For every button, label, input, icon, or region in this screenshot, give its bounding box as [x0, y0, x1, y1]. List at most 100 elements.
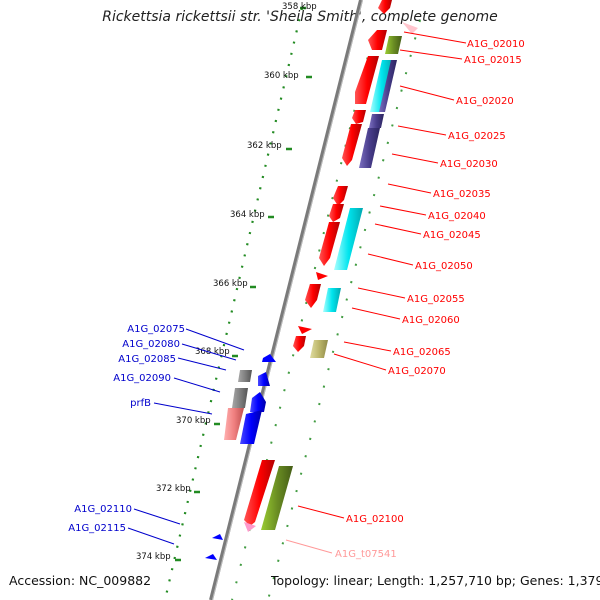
- gene-feature-a1g-02075[interactable]: [262, 354, 276, 362]
- label-a1g-02050[interactable]: A1G_02050: [415, 261, 473, 272]
- genome-backbone: [209, 0, 363, 600]
- cds-feature-a1g-02100[interactable]: [244, 460, 275, 526]
- label-a1g-02070[interactable]: A1G_02070: [388, 366, 446, 377]
- label-prfb[interactable]: prfB: [130, 398, 151, 409]
- label-a1g-02025[interactable]: A1G_02025: [448, 131, 506, 142]
- track-dotted-line-left: [231, 39, 373, 600]
- leader-a1g-02060: [351, 307, 401, 320]
- leader-a1g-02100: [297, 505, 345, 519]
- leader-a1g-02065: [343, 341, 392, 352]
- scale-dotted-line: [163, 7, 304, 600]
- olive-feature-a1g-02070: [310, 340, 328, 358]
- label-a1g-02065[interactable]: A1G_02065: [393, 347, 451, 358]
- cds-feature-a1g-02030[interactable]: [342, 124, 362, 166]
- green-feature-a1g-02100: [261, 466, 293, 530]
- leader-a1g-02110: [133, 508, 181, 525]
- map-title: Rickettsia rickettsii str. 'Sheila Smith…: [102, 9, 498, 25]
- leader-a1g-02015: [399, 49, 463, 60]
- leader-a1g-02080: [181, 343, 237, 361]
- cds-feature-a1g-02035[interactable]: [333, 186, 348, 206]
- cyan-feature-a1g-02020: [370, 60, 393, 112]
- leader-a1g-02075: [185, 328, 245, 351]
- label-a1g-02090[interactable]: A1G_02090: [113, 373, 171, 384]
- gene-feature-a1g-02085-blue[interactable]: [258, 372, 270, 386]
- label-a1g-02035[interactable]: A1G_02035: [433, 189, 491, 200]
- label-a1g-02020[interactable]: A1G_02020: [456, 96, 514, 107]
- gene-feature-a1g-02090-blue[interactable]: [250, 392, 266, 412]
- leader-a1g-02025: [397, 125, 447, 136]
- leader-a1g-02070: [333, 353, 387, 371]
- forward-strand-features: [244, 0, 418, 532]
- cds-feature-a1g-02045[interactable]: [319, 222, 340, 266]
- label-a1g-02110[interactable]: A1G_02110: [74, 504, 132, 515]
- indigo-feature-a1g-02025: [369, 114, 384, 128]
- leader-a1g-02030: [391, 153, 439, 164]
- right-label-leaders: [297, 31, 467, 519]
- cds-feature-a1g-02055[interactable]: [305, 284, 321, 308]
- indigo-feature-a1g-02030: [359, 128, 380, 168]
- leader-a1g-02090: [173, 377, 221, 393]
- leader-a1g-02115: [127, 527, 175, 545]
- reverse-strand-features: [205, 354, 276, 560]
- cds-feature-a1g-02025[interactable]: [352, 110, 366, 124]
- indigo-feature-a1g-02020: [379, 60, 397, 112]
- label-a1g-02080[interactable]: A1G_02080: [122, 339, 180, 350]
- cds-marker-a1g-02065[interactable]: [298, 326, 312, 334]
- accession-text: Accession: NC_009882: [9, 573, 152, 588]
- leader-a1g-02035: [387, 183, 432, 194]
- topology-summary: Topology: linear; Length: 1,257,710 bp; …: [271, 573, 600, 588]
- trna-feature-a1g-t07541[interactable]: [244, 522, 256, 532]
- scale-label-360: 360 kbp: [264, 71, 299, 81]
- label-a1g-02010[interactable]: A1G_02010: [467, 39, 525, 50]
- gene-feature-a1g-02110[interactable]: [212, 534, 223, 540]
- cds-feature-a1g-02010[interactable]: [368, 30, 387, 50]
- label-a1g-02040[interactable]: A1G_02040: [428, 211, 486, 222]
- pink-marker-top: [402, 22, 418, 34]
- cyan-feature-a1g-02050: [334, 208, 363, 270]
- leader-a1g-02085: [177, 357, 227, 371]
- leader-a1g-02040: [379, 205, 427, 216]
- leader-a1g-t07541: [285, 539, 333, 554]
- track-dotted-line-right: [267, 19, 421, 600]
- scale-label-374: 374 kbp: [136, 552, 171, 562]
- left-label-leaders: [127, 328, 245, 545]
- gene-feature-a1g-02115[interactable]: [205, 554, 217, 560]
- label-a1g-02030[interactable]: A1G_02030: [440, 159, 498, 170]
- pink-feature-prfb: [224, 408, 244, 440]
- label-a1g-t07541[interactable]: A1G_t07541: [335, 549, 397, 560]
- cds-feature-a1g-02005[interactable]: [378, 0, 392, 14]
- scale-label-372: 372 kbp: [156, 484, 191, 494]
- label-a1g-02085[interactable]: A1G_02085: [118, 354, 176, 365]
- green-feature-a1g-02010: [385, 36, 402, 54]
- cds-feature-a1g-02015[interactable]: [355, 56, 379, 104]
- grey-feature-a1g-02090: [232, 388, 248, 408]
- leader-a1g-02055: [357, 287, 406, 299]
- label-a1g-02100[interactable]: A1G_02100: [346, 514, 404, 525]
- scale-label-368: 368 kbp: [195, 347, 230, 357]
- label-a1g-02055[interactable]: A1G_02055: [407, 294, 465, 305]
- scale-label-358: 358 kbp: [282, 2, 317, 12]
- label-a1g-02045[interactable]: A1G_02045: [423, 230, 481, 241]
- label-a1g-02060[interactable]: A1G_02060: [402, 315, 460, 326]
- cds-feature-a1g-02040[interactable]: [329, 204, 344, 222]
- label-a1g-02075[interactable]: A1G_02075: [127, 324, 185, 335]
- gene-feature-prfb[interactable]: [240, 410, 262, 444]
- grey-feature-a1g-02085: [238, 370, 252, 382]
- cds-marker-a1g-02055[interactable]: [316, 272, 328, 280]
- leader-a1g-02010: [403, 31, 467, 44]
- scale-ticks: [175, 6, 312, 562]
- leader-a1g-02020: [399, 85, 455, 101]
- leader-prfb: [153, 402, 213, 415]
- leader-a1g-02050: [367, 253, 414, 266]
- label-a1g-02115[interactable]: A1G_02115: [68, 523, 126, 534]
- genome-backbone-highlight: [212, 0, 363, 600]
- cyan-feature-a1g-02060: [323, 288, 341, 312]
- scale-label-362: 362 kbp: [247, 141, 282, 151]
- scale-label-370: 370 kbp: [176, 416, 211, 426]
- scale-label-364: 364 kbp: [230, 210, 265, 220]
- label-a1g-02015[interactable]: A1G_02015: [464, 55, 522, 66]
- cds-feature-a1g-02065[interactable]: [293, 336, 306, 352]
- leader-a1g-02045: [374, 223, 422, 235]
- scale-label-366: 366 kbp: [213, 279, 248, 289]
